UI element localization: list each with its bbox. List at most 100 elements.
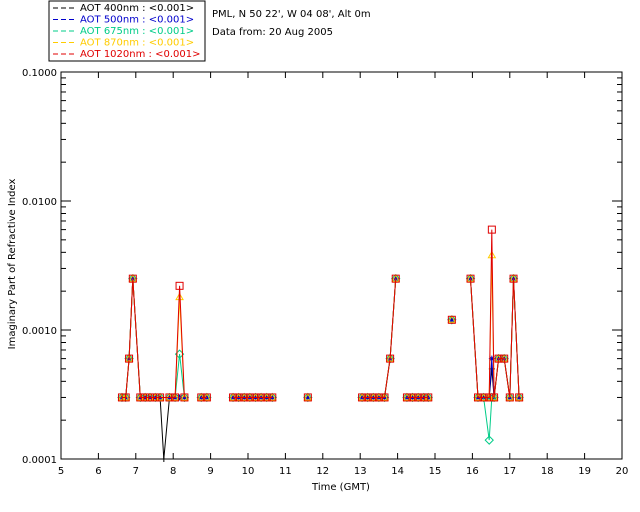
data-point (363, 393, 372, 402)
data-point (121, 393, 130, 402)
legend-label: AOT 675nm : <0.001> (80, 26, 194, 37)
data-point (369, 393, 378, 402)
data-point (202, 393, 211, 402)
legend-label: AOT 870nm : <0.001> (80, 38, 194, 49)
data-point (514, 392, 524, 401)
data-point (303, 393, 312, 402)
series-line (122, 278, 520, 441)
x-tick-label: 6 (95, 466, 101, 477)
axes: 5 6 7 8 9 10 11 12 13 14 15 16 17 18 19 20 0.0001 0.0010 0… (22, 68, 628, 477)
data-point (129, 275, 136, 282)
data-point (146, 393, 155, 402)
data-point (175, 281, 184, 290)
data-point (229, 393, 238, 402)
data-point (515, 393, 524, 402)
data-point (408, 393, 417, 402)
data-point (156, 393, 165, 402)
x-tick-label: 16 (466, 466, 479, 477)
data-point (490, 393, 499, 402)
data-point (488, 355, 495, 362)
date-info: Data from: 20 Aug 2005 (212, 27, 333, 38)
legend-box (48, 0, 206, 62)
data-point (304, 394, 311, 401)
x-tick-label: 7 (133, 466, 139, 477)
data-point (505, 392, 515, 401)
x-tick-label: 15 (429, 466, 442, 477)
legend-item: AOT 1020nm : <0.001> (53, 49, 200, 60)
x-tick-label: 20 (616, 466, 629, 477)
data-point (494, 354, 503, 363)
data-point (485, 393, 494, 402)
data-point (487, 225, 496, 234)
data-point (262, 393, 271, 402)
data-point (151, 393, 160, 402)
data-point (175, 292, 184, 301)
x-tick-label: 9 (207, 466, 213, 477)
data-point (484, 435, 494, 445)
data-point (424, 393, 433, 402)
series-3 (117, 250, 524, 401)
x-tick-label: 19 (578, 466, 591, 477)
data-point (125, 354, 134, 363)
data-point (268, 393, 277, 402)
data-point (392, 275, 399, 282)
data-point (419, 393, 428, 402)
data-point (234, 393, 243, 402)
data-point (414, 393, 423, 402)
legend-item: AOT 870nm : <0.001> (53, 38, 194, 49)
data-point (447, 315, 456, 324)
x-tick-label: 12 (316, 466, 329, 477)
data-point (467, 275, 474, 282)
data-point (198, 394, 205, 401)
plot-area (117, 225, 524, 462)
y-axis-label: Imaginary Part of Refractive Index (7, 179, 18, 350)
series-4 (117, 225, 524, 402)
data-point (165, 393, 174, 402)
legend-item: AOT 400nm : <0.001> (53, 3, 194, 14)
data-point (479, 393, 488, 402)
site-info: PML, N 50 22', W 04 08', Alt 0m (212, 9, 371, 20)
data-point (447, 315, 457, 323)
data-point (141, 393, 150, 402)
data-point (402, 393, 411, 402)
data-point (466, 274, 475, 283)
y-tick-label: 0.0100 (22, 197, 57, 208)
x-tick-label: 10 (242, 466, 255, 477)
x-tick-label: 13 (354, 466, 367, 477)
x-tick-label: 8 (170, 466, 176, 477)
data-point (128, 274, 137, 283)
y-tick-label: 0.0001 (22, 455, 57, 466)
data-point (251, 393, 260, 402)
legend: AOT 400nm : <0.001>AOT 500nm : <0.001>AO… (48, 0, 206, 62)
legend-label: AOT 1020nm : <0.001> (80, 49, 200, 60)
data-point (180, 392, 189, 401)
data-point (374, 393, 383, 402)
axes-frame (60, 71, 623, 460)
data-point (245, 393, 254, 402)
x-axis-label: Time (GMT) (311, 482, 370, 493)
x-tick-label: 11 (279, 466, 292, 477)
data-point (358, 393, 367, 402)
data-point (303, 392, 313, 401)
y-tick-label: 0.0010 (22, 326, 57, 337)
data-point (269, 394, 276, 401)
data-point (136, 393, 145, 402)
series-line (122, 229, 520, 398)
data-point (510, 275, 517, 282)
data-point (448, 316, 455, 323)
x-tick-label: 18 (541, 466, 554, 477)
data-point (197, 393, 206, 402)
data-point (380, 393, 389, 402)
data-point (257, 393, 266, 402)
x-tick-label: 14 (391, 466, 404, 477)
data-point (386, 354, 395, 363)
data-point (391, 274, 400, 283)
legend-item: AOT 675nm : <0.001> (53, 26, 194, 37)
legend-label: AOT 500nm : <0.001> (80, 15, 194, 26)
x-tick-label: 5 (58, 466, 64, 477)
data-point (359, 394, 366, 401)
data-point (505, 393, 514, 402)
data-point (171, 393, 180, 402)
y-tick-label: 0.1000 (22, 68, 57, 79)
